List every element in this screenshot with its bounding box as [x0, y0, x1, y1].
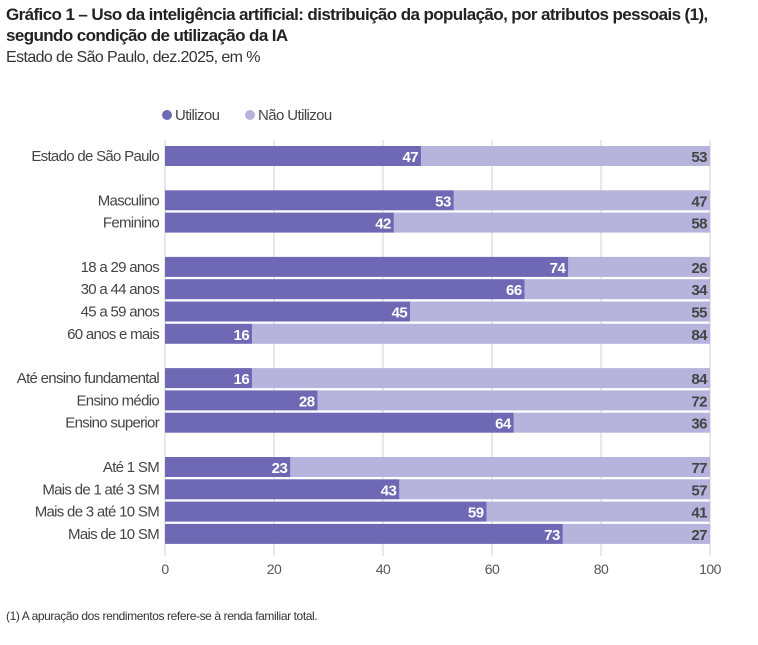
bar-nao-utilizou: [410, 301, 710, 322]
data-label-utilizou: 47: [402, 149, 418, 166]
bar-nao-utilizou: [317, 390, 710, 411]
category-label: 45 a 59 anos: [81, 304, 160, 321]
data-label-nao-utilizou: 58: [691, 216, 707, 233]
category-label: Masculino: [98, 192, 160, 209]
bar-utilizou: [165, 457, 291, 477]
bar-nao-utilizou: [252, 368, 710, 389]
x-tick-label: 20: [267, 561, 282, 577]
bar-utilizou: [165, 301, 411, 322]
bar-nao-utilizou: [393, 212, 710, 233]
bar-nao-utilizou: [562, 523, 710, 544]
category-label: 30 a 44 anos: [81, 281, 160, 298]
bar-nao-utilizou: [399, 479, 710, 500]
chart-title: Gráfico 1 – Uso da inteligência artifici…: [6, 5, 708, 45]
bar-utilizou: [165, 368, 253, 389]
bar-utilizou: [165, 190, 454, 211]
bar-utilizou: [165, 279, 525, 300]
category-label: Mais de 1 até 3 SM: [42, 481, 159, 498]
data-label-utilizou: 16: [234, 327, 250, 344]
bar-utilizou: [165, 146, 422, 166]
category-label: 18 a 29 anos: [81, 259, 160, 276]
data-label-nao-utilizou: 55: [691, 305, 707, 322]
category-label: Até 1 SM: [103, 459, 159, 476]
x-tick-label: 80: [594, 561, 609, 577]
bar-nao-utilizou: [524, 279, 710, 300]
category-label: Até ensino fundamental: [17, 370, 160, 387]
data-label-utilizou: 28: [299, 393, 315, 410]
bar-utilizou: [165, 323, 253, 344]
legend-label-utilizou: Utilizou: [175, 107, 220, 124]
data-label-nao-utilizou: 57: [691, 482, 707, 499]
legend-marker-nao-utilizou: [245, 110, 255, 120]
data-label-utilizou: 74: [550, 260, 567, 277]
category-label: Ensino médio: [77, 392, 160, 409]
data-label-utilizou: 73: [544, 527, 560, 544]
data-label-utilizou: 53: [435, 193, 451, 210]
data-label-nao-utilizou: 41: [691, 505, 707, 522]
bar-utilizou: [165, 256, 569, 277]
category-label: Feminino: [103, 215, 159, 232]
data-label-nao-utilizou: 84: [691, 327, 708, 344]
bar-utilizou: [165, 390, 318, 411]
category-label: Ensino superior: [65, 415, 159, 432]
data-label-nao-utilizou: 36: [691, 416, 707, 433]
stacked-bar-chart: 0 20 40 60 80 100 Utilizou Não Utilizou Estado d…: [17, 107, 722, 577]
bar-nao-utilizou: [453, 190, 710, 211]
data-label-utilizou: 45: [392, 305, 408, 322]
data-label-utilizou: 43: [381, 482, 397, 499]
data-label-nao-utilizou: 34: [691, 282, 708, 299]
bar-nao-utilizou: [421, 146, 710, 166]
category-label: Mais de 3 até 10 SM: [35, 504, 159, 521]
data-label-nao-utilizou: 77: [691, 460, 707, 477]
bar-utilizou: [165, 412, 514, 433]
data-label-nao-utilizou: 53: [691, 149, 707, 166]
bar-utilizou: [165, 523, 563, 544]
category-label: Mais de 10 SM: [68, 526, 159, 543]
data-label-nao-utilizou: 27: [691, 527, 707, 544]
x-tick-label: 40: [376, 561, 391, 577]
bar-nao-utilizou: [513, 412, 710, 433]
data-label-nao-utilizou: 26: [691, 260, 707, 277]
data-label-utilizou: 23: [272, 460, 288, 477]
data-label-utilizou: 66: [506, 282, 522, 299]
bar-nao-utilizou: [290, 457, 710, 477]
data-label-utilizou: 42: [375, 216, 391, 233]
bar-utilizou: [165, 212, 394, 233]
x-tick-label: 0: [161, 561, 169, 577]
data-label-nao-utilizou: 47: [691, 193, 707, 210]
data-label-utilizou: 16: [234, 371, 250, 388]
legend-marker-utilizou: [162, 110, 172, 120]
data-label-utilizou: 64: [495, 416, 512, 433]
x-tick-label: 60: [485, 561, 500, 577]
category-label: 60 anos e mais: [67, 326, 159, 343]
chart-subtitle: Estado de São Paulo, dez.2025, em %: [6, 49, 260, 66]
data-label-nao-utilizou: 72: [691, 393, 707, 410]
category-label: Estado de São Paulo: [31, 148, 159, 165]
bar-utilizou: [165, 479, 400, 500]
bar-nao-utilizou: [252, 323, 710, 344]
data-label-nao-utilizou: 84: [691, 371, 708, 388]
bar-nao-utilizou: [568, 256, 710, 277]
legend-label-nao-utilizou: Não Utilizou: [258, 107, 332, 124]
data-label-utilizou: 59: [468, 505, 484, 522]
footnote: (1) A apuração dos rendimentos refere-se…: [6, 609, 318, 623]
bar-utilizou: [165, 501, 487, 522]
bar-nao-utilizou: [486, 501, 710, 522]
x-tick-label: 100: [699, 561, 722, 577]
